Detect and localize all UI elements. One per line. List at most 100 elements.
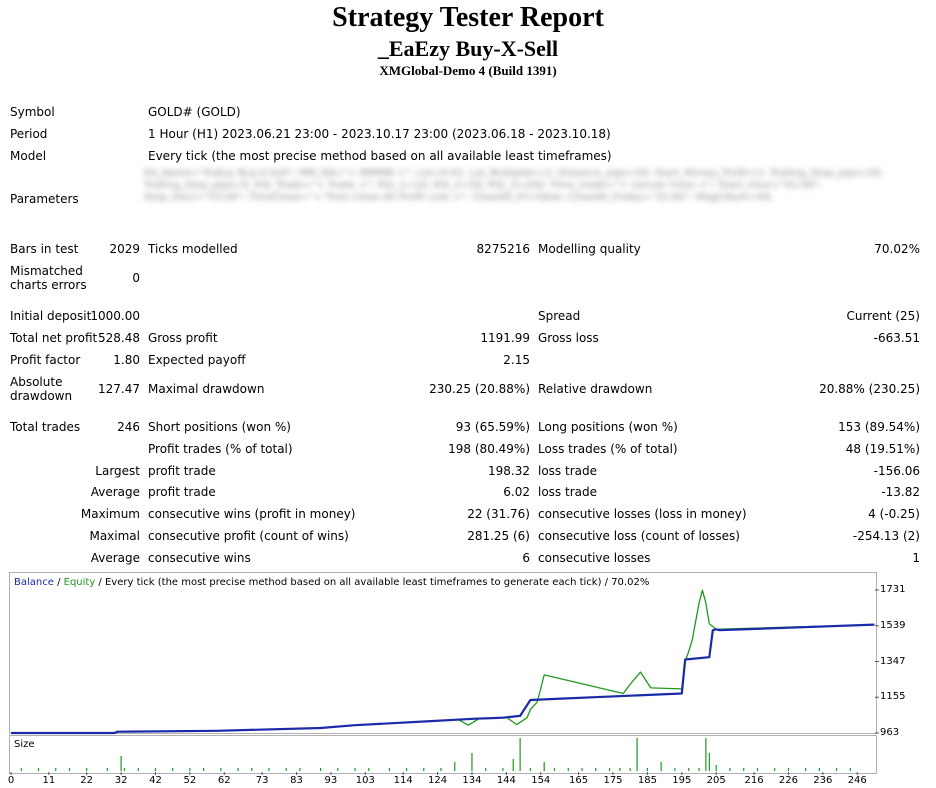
- largest-loss-label: loss trade: [538, 464, 597, 478]
- avg-consec-wins-label: consecutive wins: [148, 551, 251, 565]
- legend-description: / Every tick (the most precise method ba…: [95, 577, 650, 588]
- maximal-consec-profit-value: 281.25 (6): [467, 529, 530, 543]
- rel-drawdown-value: 20.88% (230.25): [819, 382, 920, 396]
- gross-loss-value: -663.51: [873, 331, 920, 345]
- x-tick-label: 154: [531, 775, 551, 786]
- loss-trades-label: Loss trades (% of total): [538, 442, 678, 456]
- avg-consec-losses-value: 1: [912, 551, 920, 565]
- model-label: Model: [10, 149, 47, 163]
- max-drawdown-value: 230.25 (20.88%): [429, 382, 530, 396]
- profit-factor-label: Profit factor: [10, 353, 81, 367]
- average-label: Average: [90, 485, 140, 499]
- x-tick-label: 134: [462, 775, 482, 786]
- mismatch-value: 0: [132, 271, 140, 285]
- profit-factor-value: 1.80: [113, 353, 140, 367]
- x-tick-label: 42: [149, 775, 162, 786]
- loss-trades-value: 48 (19.51%): [845, 442, 920, 456]
- deposit-label: Initial deposit: [10, 309, 92, 323]
- x-tick-label: 144: [496, 775, 516, 786]
- net-profit-value: 528.48: [98, 331, 140, 345]
- average2-label: Average: [90, 551, 140, 565]
- avg-consec-wins-value: 6: [522, 551, 530, 565]
- max-consec-losses-label: consecutive losses (loss in money): [538, 507, 747, 521]
- short-positions-value: 93 (65.59%): [455, 420, 530, 434]
- parameters-label: Parameters: [10, 192, 79, 206]
- max-consec-wins-label: consecutive wins (profit in money): [148, 507, 356, 521]
- maximal-consec-loss-label: consecutive loss (count of losses): [538, 529, 740, 543]
- total-trades-value: 246: [117, 420, 140, 434]
- profit-trades-label: Profit trades (% of total): [148, 442, 293, 456]
- long-positions-value: 153 (89.54%): [838, 420, 920, 434]
- average-loss-value: -13.82: [881, 485, 920, 499]
- total-trades-label: Total trades: [10, 420, 81, 434]
- chart-legend: Balance / Equity / Every tick (the most …: [14, 577, 649, 588]
- x-tick-label: 246: [847, 775, 867, 786]
- spread-label: Spread: [538, 309, 581, 323]
- x-tick-label: 175: [603, 775, 623, 786]
- bars-value: 2029: [109, 242, 140, 256]
- x-tick-label: 83: [290, 775, 303, 786]
- average-profit-label: profit trade: [148, 485, 216, 499]
- y-tick-label: 1155: [880, 691, 906, 703]
- long-positions-label: Long positions (won %): [538, 420, 678, 434]
- net-profit-label: Total net profit: [10, 331, 98, 345]
- maximal-label: Maximal: [89, 529, 140, 543]
- symbol-value: GOLD# (GOLD): [148, 105, 241, 119]
- x-tick-label: 103: [355, 775, 375, 786]
- abs-drawdown-value: 127.47: [98, 382, 140, 396]
- x-tick-label: 73: [255, 775, 269, 786]
- y-tick-label: 1731: [880, 584, 906, 595]
- mismatch-label-2: charts errors: [10, 278, 87, 292]
- maximal-consec-profit-label: consecutive profit (count of wins): [148, 529, 349, 543]
- period-value: 1 Hour (H1) 2023.06.21 23:00 - 2023.10.1…: [148, 127, 611, 141]
- largest-profit-label: profit trade: [148, 464, 216, 478]
- x-tick-label: 165: [569, 775, 589, 786]
- x-tick-label: 0: [7, 775, 15, 786]
- deposit-value: 1000.00: [90, 309, 140, 323]
- period-label: Period: [10, 127, 48, 141]
- spread-value: Current (25): [846, 309, 920, 323]
- parameters-value-blurred: EA_Name="EaEzy Buy-X-Sell"; MM_EN="+ MMM…: [144, 168, 884, 203]
- y-tick-label: 1539: [880, 619, 906, 631]
- x-tick-label: 226: [778, 775, 798, 786]
- x-tick-label: 22: [80, 775, 94, 786]
- avg-consec-losses-label: consecutive losses: [538, 551, 651, 565]
- x-tick-label: 62: [217, 775, 231, 786]
- x-tick-label: 11: [42, 775, 56, 786]
- legend-separator: /: [53, 577, 64, 588]
- size-chart-panel: [9, 735, 877, 774]
- quality-value: 70.02%: [874, 242, 920, 256]
- profit-trades-value: 198 (80.49%): [448, 442, 530, 456]
- gross-loss-label: Gross loss: [538, 331, 599, 345]
- legend-balance: Balance: [14, 577, 54, 588]
- x-tick-label: 52: [183, 775, 197, 786]
- ea-name: _EaEzy Buy-X-Sell: [377, 36, 559, 61]
- y-tick-label: 1347: [880, 655, 906, 667]
- size-label: Size: [14, 739, 35, 750]
- largest-loss-value: -156.06: [873, 464, 920, 478]
- abs-drawdown-label-2: drawdown: [10, 389, 73, 403]
- max-consec-wins-value: 22 (31.76): [467, 507, 530, 521]
- maximum-label: Maximum: [80, 507, 140, 521]
- largest-label: Largest: [95, 464, 140, 478]
- legend-equity: Equity: [63, 577, 96, 588]
- max-consec-losses-value: 4 (-0.25): [868, 507, 920, 521]
- largest-profit-value: 198.32: [488, 464, 530, 478]
- server-info: XMGlobal-Demo 4 (Build 1391): [379, 63, 557, 78]
- y-tick-label: 963: [880, 727, 900, 738]
- short-positions-label: Short positions (won %): [148, 420, 291, 434]
- x-tick-label: 236: [813, 775, 833, 786]
- maximal-consec-loss-value: -254.13 (2): [852, 529, 920, 543]
- model-value: Every tick (the most precise method base…: [148, 149, 612, 163]
- symbol-label: Symbol: [10, 105, 55, 119]
- gross-profit-value: 1191.99: [480, 331, 530, 345]
- quality-label: Modelling quality: [538, 242, 641, 256]
- abs-drawdown-label-1: Absolute: [10, 375, 63, 389]
- average-profit-value: 6.02: [503, 485, 530, 499]
- ticks-value: 8275216: [476, 242, 530, 256]
- mismatch-label-1: Mismatched: [10, 264, 83, 278]
- gross-profit-label: Gross profit: [148, 331, 218, 345]
- ticks-label: Ticks modelled: [148, 242, 238, 256]
- max-drawdown-label: Maximal drawdown: [148, 382, 265, 396]
- report-title: Strategy Tester Report: [332, 2, 604, 33]
